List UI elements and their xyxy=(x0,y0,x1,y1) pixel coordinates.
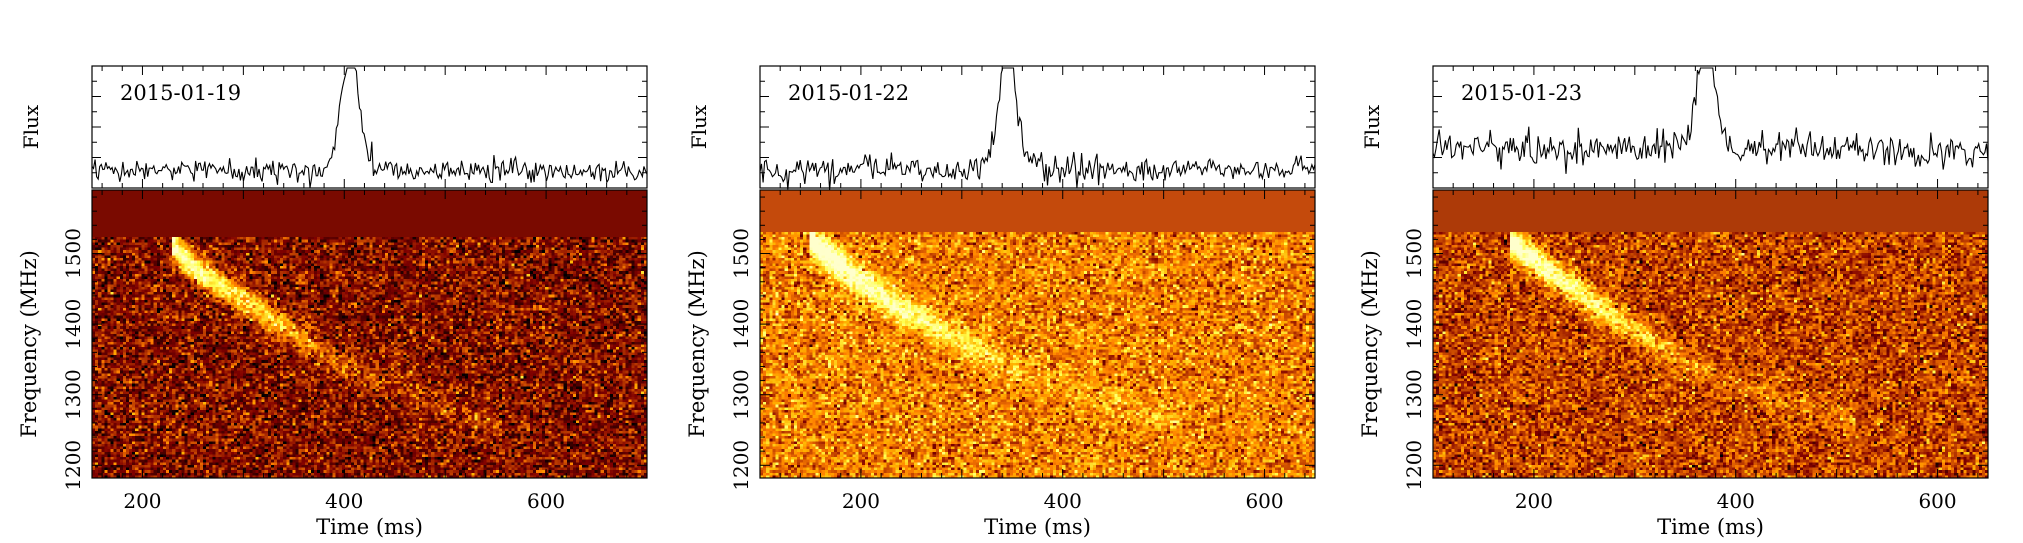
x-tick-label: 200 xyxy=(123,489,161,513)
spectrum-frame-3 xyxy=(1432,189,1989,479)
flux-axis-label: Flux xyxy=(1360,104,1384,149)
dynamic-spectrum-3 xyxy=(1433,190,1988,478)
date-label: 2015-01-19 xyxy=(120,81,241,105)
flux-series-1 xyxy=(91,67,648,188)
dynamic-spectrum-1 xyxy=(92,190,647,478)
x-axis-label: Time (ms) xyxy=(316,515,423,539)
y-tick-label: 1200 xyxy=(1402,440,1426,491)
y-tick-label: 1300 xyxy=(729,369,753,420)
x-tick-label: 200 xyxy=(842,489,880,513)
x-tick-label: 600 xyxy=(527,489,565,513)
y-tick-label: 1400 xyxy=(729,299,753,350)
date-label: 2015-01-23 xyxy=(1461,81,1582,105)
x-tick-label: 400 xyxy=(325,489,363,513)
panel-2: 200 400 600 1200 1300 1400 1500 2015-01-22 Flux F… xyxy=(685,65,1316,539)
date-label: 2015-01-22 xyxy=(788,81,909,105)
spectrum-frame-2 xyxy=(759,189,1316,479)
y-tick-label: 1400 xyxy=(1402,299,1426,350)
y-axis-label: Frequency (MHz) xyxy=(1358,250,1382,438)
x-tick-label: 600 xyxy=(1918,489,1956,513)
y-tick-label: 1300 xyxy=(61,369,85,420)
x-tick-label: 400 xyxy=(1044,489,1082,513)
panel-3: 200 400 600 1200 1300 1400 1500 2015-01-23 Flux F… xyxy=(1358,65,1989,539)
y-tick-label: 1500 xyxy=(61,228,85,279)
y-tick-label: 1400 xyxy=(61,299,85,350)
y-tick-label: 1200 xyxy=(61,440,85,491)
x-tick-label: 400 xyxy=(1717,489,1755,513)
flux-axis-label: Flux xyxy=(687,104,711,149)
panel-1: 200 400 600 1200 1300 1400 1500 2015-01-19 Flux F… xyxy=(17,65,648,539)
flux-series-2 xyxy=(759,67,1316,191)
y-tick-label: 1500 xyxy=(729,228,753,279)
x-tick-label: 200 xyxy=(1515,489,1553,513)
flux-axis-label: Flux xyxy=(19,104,43,149)
x-axis-label: Time (ms) xyxy=(1657,515,1764,539)
flux-series-3 xyxy=(1432,67,1989,174)
y-tick-label: 1500 xyxy=(1402,228,1426,279)
spectrum-frame-1 xyxy=(91,189,648,479)
y-tick-label: 1300 xyxy=(1402,369,1426,420)
y-axis-label: Frequency (MHz) xyxy=(17,250,41,438)
x-tick-label: 600 xyxy=(1245,489,1283,513)
dynamic-spectrum-2 xyxy=(760,190,1315,478)
y-axis-label: Frequency (MHz) xyxy=(685,250,709,438)
x-axis-label: Time (ms) xyxy=(984,515,1091,539)
y-tick-label: 1200 xyxy=(729,440,753,491)
